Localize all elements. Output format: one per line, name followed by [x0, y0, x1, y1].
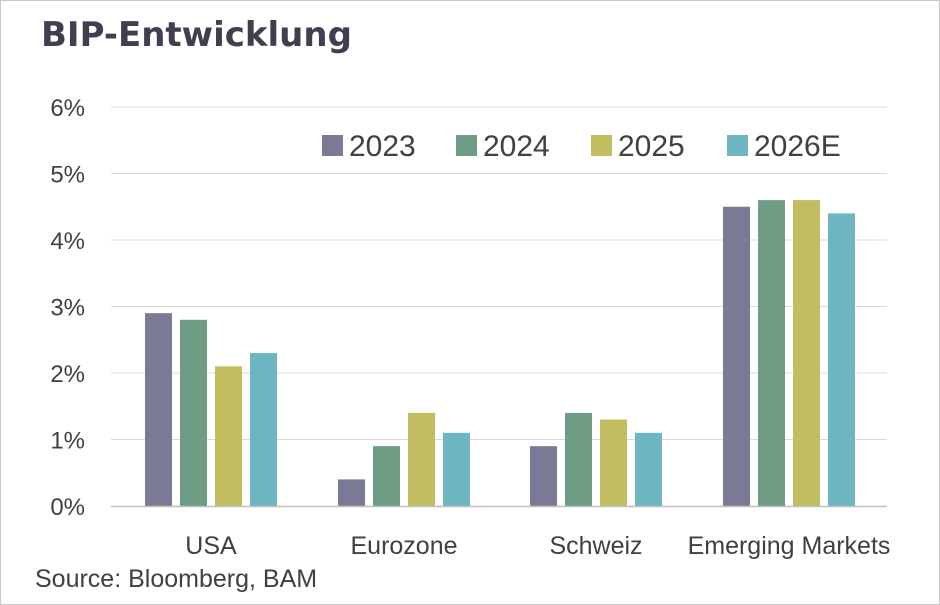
y-tick-label: 4%: [50, 228, 85, 255]
x-category-label: Eurozone: [350, 532, 457, 560]
legend-swatch: [727, 135, 748, 156]
x-category-label: USA: [185, 532, 237, 560]
bar-2026e-schweiz: [635, 432, 662, 506]
y-tick-label: 1%: [50, 428, 85, 455]
bar-2026e-emerging-markets: [828, 213, 855, 506]
legend-label: 2023: [349, 130, 416, 163]
bar-2023-eurozone: [338, 479, 365, 506]
bar-2023-schweiz: [530, 446, 557, 506]
y-tick-label: 6%: [50, 95, 85, 122]
bar-2025-schweiz: [600, 419, 627, 506]
legend-swatch: [322, 135, 343, 156]
bar-2025-emerging-markets: [793, 200, 820, 506]
chart-title: BIP-Entwicklung: [41, 15, 352, 55]
source-note: Source: Bloomberg, BAM: [35, 565, 318, 593]
legend-swatch: [591, 135, 612, 156]
bar-2024-eurozone: [373, 446, 400, 506]
legend-label: 2024: [483, 130, 550, 163]
y-tick-label: 5%: [50, 162, 85, 189]
x-category-label: Schweiz: [549, 532, 642, 560]
y-tick-label: 0%: [50, 494, 85, 521]
bar-2026e-eurozone: [443, 432, 470, 506]
bar-2026e-usa: [250, 353, 277, 506]
bar-2023-usa: [145, 313, 172, 506]
y-tick-label: 2%: [50, 361, 85, 388]
legend-swatch: [456, 135, 477, 156]
y-tick-label: 3%: [50, 295, 85, 322]
bar-2024-emerging-markets: [758, 200, 785, 506]
bar-2024-usa: [180, 319, 207, 506]
bar-2024-schweiz: [565, 412, 592, 506]
x-category-label: Emerging Markets: [688, 532, 891, 560]
legend-label: 2026E: [754, 130, 841, 163]
legend-label: 2025: [618, 130, 685, 163]
bar-2025-usa: [215, 366, 242, 506]
bar-2025-eurozone: [408, 412, 435, 506]
bar-2023-emerging-markets: [723, 206, 750, 506]
